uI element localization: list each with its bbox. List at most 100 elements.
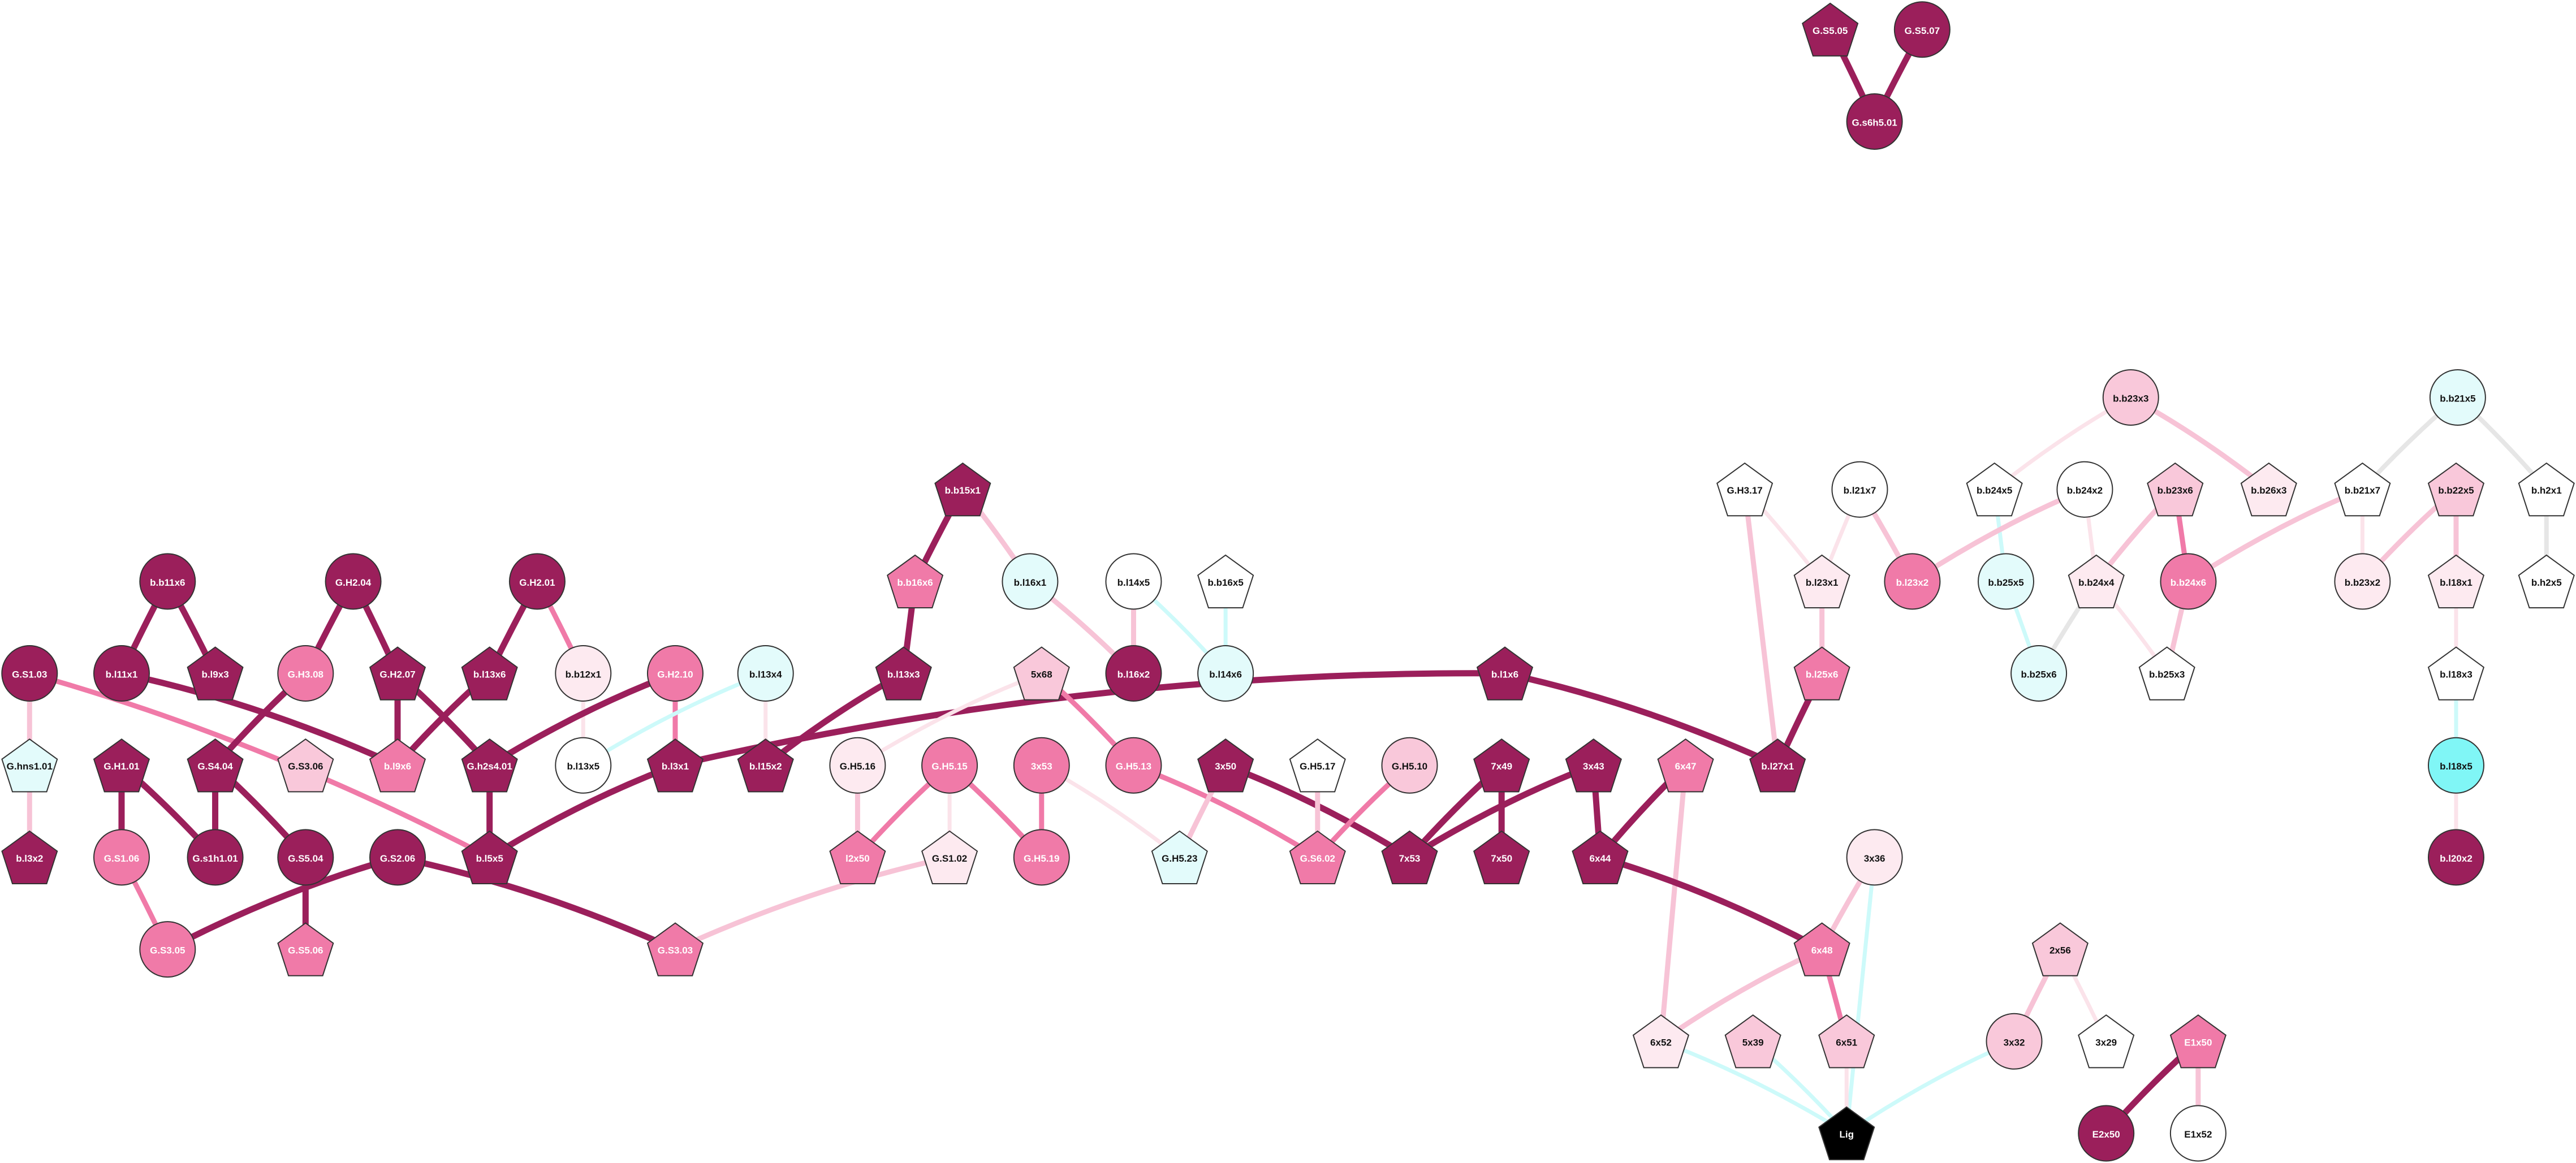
node-label: b.l16x1: [1014, 577, 1047, 588]
node-label: b.b21x7: [2345, 485, 2380, 496]
node: b.b24x2: [2056, 461, 2113, 518]
node: b.b16x5: [1197, 554, 1254, 608]
node-label: 3x50: [1215, 761, 1236, 772]
node-label: b.b24x5: [1977, 485, 2012, 496]
node-pentagon: [1, 830, 58, 884]
node-label: b.b24x6: [2171, 577, 2206, 588]
edge: [394, 854, 679, 953]
node-circle: [277, 645, 334, 702]
node-pentagon: [2078, 1014, 2135, 1069]
node: b.l13x6: [461, 646, 518, 701]
node-label: G.S4.04: [197, 761, 233, 772]
node: G.S1.06: [93, 829, 150, 886]
node: 7x49: [1473, 738, 1530, 793]
node-pentagon: [1818, 1106, 1875, 1161]
node: G.H5.13: [1105, 737, 1162, 794]
node-circle: [555, 737, 612, 794]
node-label: b.b23x2: [2345, 577, 2380, 588]
node-label: 3x36: [1864, 853, 1885, 864]
node: G.H2.01: [508, 553, 566, 610]
node-pentagon: [2138, 646, 2195, 701]
node: b.l21x7: [1831, 461, 1888, 518]
node-label: 7x49: [1491, 761, 1512, 772]
node-circle: [93, 829, 150, 886]
node-circle: [2169, 1105, 2227, 1162]
node-label: 3x53: [1031, 761, 1052, 772]
node: G.H2.07: [369, 646, 426, 701]
node-pentagon: [2427, 554, 2485, 608]
node-pentagon: [461, 646, 518, 701]
node-pentagon: [1818, 1014, 1875, 1069]
node-label: b.h2x5: [2531, 577, 2562, 588]
node-circle: [1105, 645, 1162, 702]
node-circle: [2427, 737, 2484, 794]
node-circle: [2334, 553, 2391, 610]
node: 2x56: [2031, 922, 2089, 976]
node-label: b.l25x6: [1806, 669, 1839, 680]
node: G.H2.04: [325, 553, 382, 610]
node: G.S5.07: [1893, 1, 1951, 58]
node: G.S6.02: [1289, 830, 1346, 884]
edge: [486, 762, 679, 861]
node-label: 3x32: [2004, 1037, 2025, 1048]
node-label: G.S1.06: [104, 853, 139, 864]
node: b.l3x2: [1, 830, 58, 884]
node-pentagon: [1632, 1014, 1690, 1069]
node-circle: [1846, 829, 1903, 886]
node: b.l25x6: [1793, 646, 1850, 701]
node-label: G.H5.17: [1300, 761, 1335, 772]
node-pentagon: [1749, 738, 1806, 793]
node: b.b25x6: [2010, 645, 2068, 702]
node-label: b.l15x2: [749, 761, 782, 772]
node-pentagon: [1289, 830, 1346, 884]
node: 3x29: [2078, 1014, 2135, 1069]
node-circle: [1013, 737, 1070, 794]
node-circle: [2160, 553, 2217, 610]
node-label: G.H5.10: [1392, 761, 1427, 772]
node-label: 5x68: [1031, 669, 1052, 680]
node-label: b.l18x1: [2440, 577, 2473, 588]
node: b.l20x2: [2427, 829, 2484, 886]
node: 5x39: [1724, 1014, 1781, 1069]
node-label: b.l23x2: [1896, 577, 1929, 588]
node-label: G.S3.05: [150, 945, 185, 956]
node-pentagon: [1724, 1014, 1781, 1069]
node-label: G.s1h1.01: [192, 853, 238, 864]
node: G.s6h5.01: [1846, 93, 1903, 150]
node: b.b11x6: [139, 553, 196, 610]
node-pentagon: [921, 830, 978, 884]
node: b.l3x1: [646, 738, 704, 793]
node-pentagon: [277, 738, 334, 793]
node-pentagon: [93, 738, 150, 793]
node-circle: [646, 645, 704, 702]
node-label: b.l23x1: [1806, 577, 1839, 588]
node-label: b.l13x3: [887, 669, 920, 680]
node-circle: [1105, 737, 1162, 794]
node: E1x52: [2169, 1105, 2227, 1162]
node-label: b.l18x3: [2440, 669, 2473, 680]
edge: [672, 670, 1508, 769]
node-label: G.H5.19: [1024, 853, 1059, 864]
node-label: b.b16x6: [897, 577, 933, 588]
node: 6x47: [1657, 738, 1714, 793]
node: G.S2.06: [369, 829, 426, 886]
node: G.S5.05: [1802, 2, 1859, 57]
node: b.l9x3: [187, 646, 244, 701]
node-label: G.S1.03: [12, 669, 47, 680]
node: b.l11x1: [93, 645, 150, 702]
node-pentagon: [934, 462, 991, 517]
node: b.b12x1: [555, 645, 612, 702]
node-label: b.h2x1: [2531, 485, 2562, 496]
node: Lig: [1818, 1106, 1875, 1161]
node-pentagon: [461, 830, 518, 884]
edge: [1659, 1039, 1849, 1135]
node-pentagon: [1151, 830, 1208, 884]
node-label: E2x50: [2092, 1129, 2120, 1140]
node-label: 3x29: [2095, 1037, 2117, 1048]
node-label: G.S3.06: [288, 761, 323, 772]
node-label: Lig: [1839, 1129, 1854, 1140]
node: 3x53: [1013, 737, 1070, 794]
node-label: G.S6.02: [1300, 853, 1335, 864]
node-pentagon: [1793, 646, 1850, 701]
